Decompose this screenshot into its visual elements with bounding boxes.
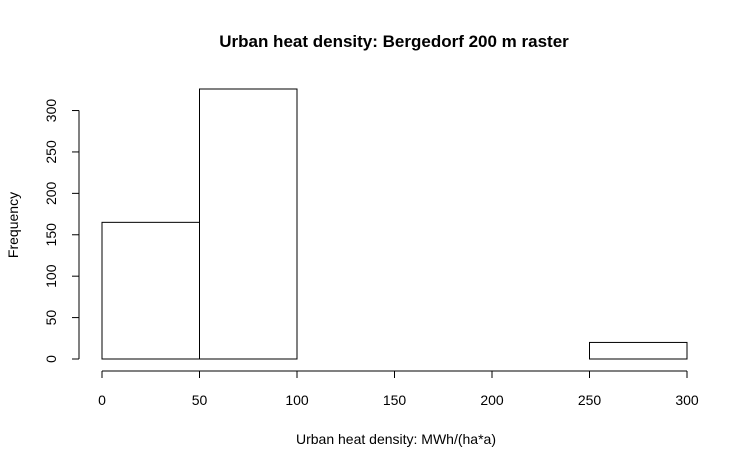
x-tick-label-150: 150	[383, 392, 407, 408]
x-axis-label: Urban heat density: MWh/(ha*a)	[296, 431, 496, 447]
y-tick-label-100: 100	[43, 264, 59, 288]
x-tick-label-200: 200	[480, 392, 504, 408]
bar-50-100	[199, 88, 298, 360]
x-tick-label-50: 50	[192, 392, 208, 408]
y-tick-label-150: 150	[43, 223, 59, 247]
y-tick-label-200: 200	[43, 181, 59, 205]
y-tick-label-50: 50	[43, 310, 59, 326]
y-axis: 0 50 100 150 200 250 300	[43, 99, 80, 363]
bar-250-300	[589, 341, 688, 360]
bar-0-50	[101, 221, 200, 360]
chart-title: Urban heat density: Bergedorf 200 m rast…	[219, 32, 569, 51]
bars-group	[101, 88, 688, 360]
y-axis-label: Frequency	[5, 192, 21, 258]
y-tick-label-300: 300	[43, 99, 59, 123]
x-axis: 0 50 100 150 200 250 300	[98, 370, 699, 408]
x-tick-label-250: 250	[578, 392, 602, 408]
x-tick-label-300: 300	[675, 392, 699, 408]
x-tick-label-0: 0	[98, 392, 106, 408]
y-tick-label-250: 250	[43, 140, 59, 164]
x-tick-label-100: 100	[285, 392, 309, 408]
y-tick-label-0: 0	[43, 355, 59, 363]
